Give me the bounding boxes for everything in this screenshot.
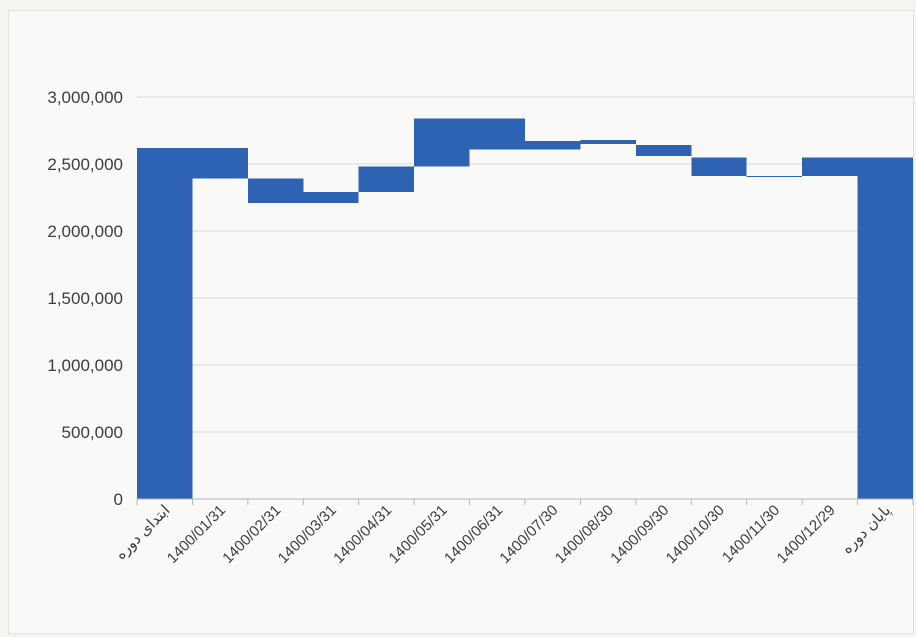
bar — [192, 147, 248, 179]
bar — [635, 145, 692, 156]
gridlines — [137, 96, 913, 433]
x-tick-label: 1400/09/30 — [607, 502, 672, 567]
bar — [358, 166, 415, 193]
x-axis-ticks: ابتدای دوره1400/01/311400/02/311400/03/3… — [112, 499, 914, 567]
bar — [469, 118, 525, 150]
y-tick-label: 500,000 — [62, 423, 123, 442]
y-tick-label: 1,500,000 — [47, 289, 123, 308]
bar — [691, 157, 747, 177]
y-tick-label: 2,500,000 — [47, 155, 123, 174]
x-tick-label: پایان دوره — [838, 502, 894, 558]
y-tick-label: 3,000,000 — [47, 88, 123, 107]
x-tick-label: 1400/10/30 — [663, 502, 728, 567]
x-tick-label: 1400/01/31 — [164, 502, 229, 567]
x-tick-label: 1400/03/31 — [275, 502, 340, 567]
x-tick-label: 1400/12/29 — [774, 502, 839, 567]
y-tick-label: 1,000,000 — [47, 356, 123, 375]
bar — [137, 147, 193, 500]
x-tick-label: 1400/08/30 — [552, 502, 617, 567]
x-tick-label: 1400/04/31 — [330, 502, 395, 567]
bar — [525, 141, 581, 150]
bar — [746, 175, 803, 177]
bar — [414, 118, 470, 167]
x-tick-label: 1400/02/31 — [219, 502, 284, 567]
x-tick-label: 1400/05/31 — [386, 502, 451, 567]
x-tick-label: 1400/06/31 — [441, 502, 506, 567]
y-tick-label: 2,000,000 — [47, 222, 123, 241]
bar — [247, 178, 304, 203]
y-tick-label: 0 — [114, 490, 123, 509]
bars — [137, 118, 913, 500]
bar — [303, 192, 359, 203]
bar — [802, 157, 858, 177]
x-tick-label: 1400/07/30 — [496, 502, 561, 567]
y-axis-ticks: 0 500,000 1,000,000 1,500,000 2,000,000 2,500… — [47, 88, 123, 509]
bar — [857, 157, 913, 500]
x-tick-label: 1400/11/30 — [719, 502, 783, 566]
bar — [580, 139, 636, 144]
